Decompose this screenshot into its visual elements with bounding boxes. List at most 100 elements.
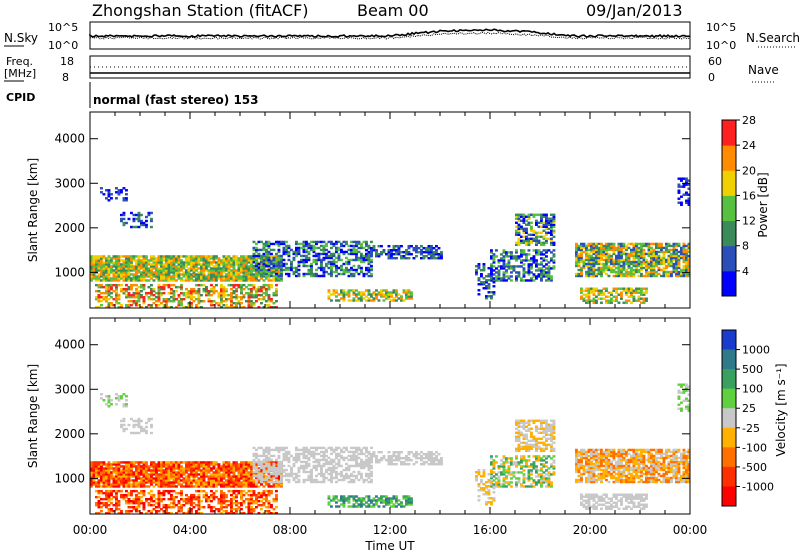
echo-cell [487,273,491,276]
echo-cell [185,467,188,470]
echo-cell [252,489,256,493]
echo-cell [137,267,141,270]
echo-cell [355,254,358,258]
echo-cell [662,250,666,254]
echo-cell [117,255,121,258]
echo-cell [137,469,141,472]
colorbar-tick-label: 12 [742,215,756,228]
echo-cell [220,267,223,270]
echo-cell [632,258,636,262]
echo-cell [265,277,268,280]
echo-cell [520,251,523,254]
echo-cell [520,249,523,252]
echo-cell [165,471,168,474]
echo-cell [247,473,251,476]
echo-cell [665,246,668,250]
echo-cell [527,265,531,268]
echo-cell [675,250,678,254]
echo-cell [262,489,266,493]
echo-cell [290,260,293,264]
echo-cell [90,277,93,280]
echo-cell [227,463,231,466]
echo-cell [170,489,173,493]
echo-cell [287,250,291,254]
echo-cell [232,289,236,293]
echo-cell [250,471,253,474]
echo-cell [277,266,281,270]
echo-cell [115,463,118,466]
echo-cell [265,244,268,248]
echo-cell [545,221,548,224]
echo-cell [140,271,143,274]
echo-cell [257,270,261,274]
echo-cell [130,255,133,258]
echo-cell [535,235,538,239]
echo-cell [127,475,131,478]
echo-cell [677,266,681,270]
echo-cell [110,301,113,305]
echo-cell [115,477,118,480]
echo-cell [257,305,261,309]
echo-cell [167,461,171,464]
echo-cell [635,299,638,302]
echo-cell [190,479,193,482]
echo-cell [222,475,226,478]
echo-cell [267,303,271,307]
echo-cell [187,509,191,513]
echo-cell [655,246,658,250]
echo-cell [172,263,176,266]
echo-cell [147,469,151,472]
echo-cell [320,258,323,262]
echo-cell [487,267,491,270]
nsky-traces [89,28,691,40]
echo-cell [242,473,246,476]
echo-cell [117,191,121,194]
echo-cell [292,266,296,270]
echo-cell [127,275,131,278]
echo-cell [357,256,361,260]
echo-cell [295,252,298,256]
echo-cell [112,265,116,268]
echo-cell [680,256,683,260]
echo-cell [92,467,96,470]
echo-cell [622,272,626,276]
echo-cell [232,263,236,266]
echo-cell [230,277,233,280]
echo-cell [245,259,248,262]
echo-cell [260,265,263,268]
echo-cell [115,475,118,478]
echo-cell [147,473,151,476]
echo-cell [132,475,136,478]
echo-cell [247,303,251,307]
echo-cell [590,260,593,264]
echo-cell [132,501,136,505]
echo-cell [217,291,221,295]
echo-cell [92,265,96,268]
echo-cell [172,297,176,301]
echo-cell [285,250,288,254]
echo-cell [130,263,133,266]
echo-cell [282,250,286,254]
echo-cell [327,240,331,244]
echo-cell [152,503,156,507]
echo-cell [132,219,136,223]
echo-cell [120,493,123,497]
echo-cell [235,271,238,274]
echo-cell [265,258,268,262]
echo-cell [205,481,208,484]
echo-cell [677,258,681,262]
echo-cell [155,265,158,268]
echo-cell [205,267,208,270]
echo-cell [227,469,231,472]
echo-cell [260,471,263,474]
echo-cell [540,213,543,216]
echo-cell [297,262,301,266]
echo-cell [362,240,366,244]
echo-cell [100,257,103,260]
echo-cell [97,489,101,493]
echo-cell [532,255,536,258]
echo-cell [512,267,516,270]
echo-cell [262,503,266,507]
echo-cell [205,491,208,495]
echo-cell [197,511,201,515]
